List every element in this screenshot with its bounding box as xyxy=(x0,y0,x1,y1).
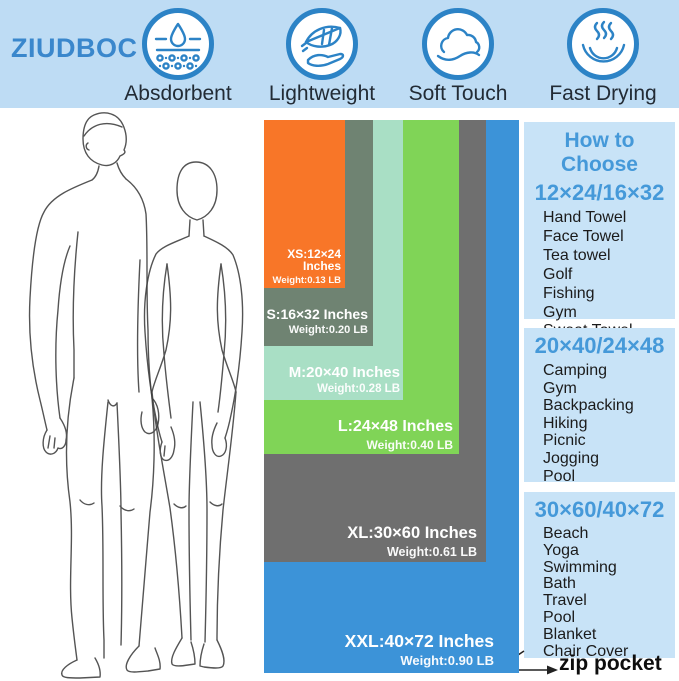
guide-size-header: 30×60/40×72 xyxy=(534,497,665,522)
guide-panel-small-sizes: How to Choose 12×24/16×32 Hand Towel Face… xyxy=(524,122,675,339)
guide-item: Face Towel xyxy=(543,227,624,245)
guide-item-list: Hand Towel Face Towel Tea towel Golf Fishing… xyxy=(524,209,675,341)
guide-panel-medium-sizes: 20×40/24×48 Camping Gym Backpacking Hiking P… xyxy=(524,328,675,485)
weight-text: Weight:0.20 LB xyxy=(288,324,368,336)
size-label-xs: XS:12×24 Inches Weight:0.13 LB xyxy=(264,248,341,286)
guide-item: Chair Cover xyxy=(543,642,629,660)
size-text: XXL:40×72 Inches xyxy=(344,630,494,651)
feature-label: Soft Touch xyxy=(408,82,508,105)
feature-lightweight: Lightweight xyxy=(247,8,397,106)
size-label-s: S:16×32 Inches Weight:0.20 LB xyxy=(266,307,368,336)
guide-title: How to Choose xyxy=(560,129,638,176)
feature-label: Fast Drying xyxy=(549,82,657,105)
feature-label: Absdorbent xyxy=(124,82,232,105)
feather-hand-icon xyxy=(286,8,358,80)
guide-panel-large-sizes: 30×60/40×72 Beach Yoga Swimming Bath Travel P… xyxy=(524,492,675,660)
zip-pocket-label: zip pocket xyxy=(559,652,662,675)
size-text: XS:12×24 Inches xyxy=(287,246,341,273)
size-text: XL:30×60 Inches xyxy=(347,524,477,542)
weight-text: Weight:0.13 LB xyxy=(272,274,341,286)
header-band: ZIUDBOC Absdorbent xyxy=(0,0,679,108)
woman-outline xyxy=(143,161,244,669)
guide-item: Travel xyxy=(543,592,587,610)
feature-soft-touch: Soft Touch xyxy=(383,8,533,106)
size-rect-xs: XS:12×24 Inches Weight:0.13 LB xyxy=(264,120,345,288)
weight-text: Weight:0.61 LB xyxy=(386,544,477,559)
feature-label: Lightweight xyxy=(268,82,376,105)
guide-item: Pool xyxy=(543,608,576,626)
guide-item: Picnic xyxy=(543,432,586,450)
guide-item: Gym xyxy=(543,303,577,321)
guide-size-header: 20×40/24×48 xyxy=(534,333,665,358)
guide-item: Camping xyxy=(543,362,608,379)
guide-item: Pool xyxy=(543,467,576,485)
weight-text: Weight:0.90 LB xyxy=(400,653,494,668)
guide-item: Bath xyxy=(543,575,576,593)
human-figures-illustration xyxy=(28,112,244,679)
guide-item: Jogging xyxy=(543,449,600,467)
guide-item: Backpacking xyxy=(543,397,634,415)
guide-item: Yoga xyxy=(543,541,579,559)
size-label-m: M:20×40 Inches Weight:0.28 LB xyxy=(289,365,400,396)
steam-icon xyxy=(567,8,639,80)
guide-item: Hand Towel xyxy=(543,209,627,226)
guide-item: Swimming xyxy=(543,558,617,576)
size-label-xl: XL:30×60 Inches Weight:0.61 LB xyxy=(347,525,477,558)
guide-item: Blanket xyxy=(543,625,597,643)
size-text: M:20×40 Inches xyxy=(288,363,400,381)
size-label-l: L:24×48 Inches Weight:0.40 LB xyxy=(337,418,453,452)
size-label-xxl: XXL:40×72 Inches Weight:0.90 LB xyxy=(344,630,494,668)
weight-text: Weight:0.28 LB xyxy=(317,382,400,395)
man-outline xyxy=(28,112,161,679)
guide-item-list: Camping Gym Backpacking Hiking Picnic Jogging… xyxy=(524,362,675,485)
guide-item: Beach xyxy=(543,525,589,542)
cloud-icon xyxy=(422,8,494,80)
size-text: L:24×48 Inches xyxy=(337,418,453,435)
guide-size-header: 12×24/16×32 xyxy=(534,180,665,205)
size-text: S:16×32 Inches xyxy=(266,306,368,322)
weight-text: Weight:0.40 LB xyxy=(366,438,453,452)
guide-item: Golf xyxy=(543,265,573,283)
feature-absorbent: Absdorbent xyxy=(103,8,253,106)
guide-item: Tea towel xyxy=(543,246,611,264)
absorbent-icon xyxy=(142,8,214,80)
guide-item: Hiking xyxy=(543,414,588,432)
brand-logo: ZIUDBOC xyxy=(11,33,138,63)
feature-fast-drying: Fast Drying xyxy=(528,8,678,106)
guide-item: Gym xyxy=(543,379,577,397)
guide-item: Fishing xyxy=(543,284,595,302)
guide-item-list: Beach Yoga Swimming Bath Travel Pool Blanket Ch… xyxy=(524,525,675,660)
